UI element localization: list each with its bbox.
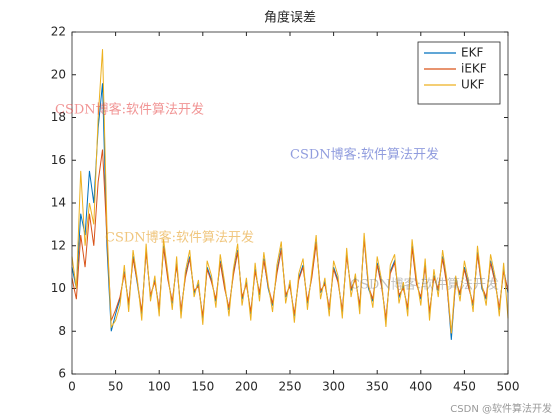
y-tick-label: 8 xyxy=(58,324,66,338)
x-tick-label: 400 xyxy=(409,380,432,394)
watermark: CSDN博客:软件算法开发 xyxy=(105,230,254,246)
y-tick-label: 14 xyxy=(51,196,66,210)
y-tick-label: 10 xyxy=(51,281,66,295)
legend-box xyxy=(417,41,501,105)
watermark: CSDN博客:软件算法开发 xyxy=(55,102,204,118)
x-tick-label: 100 xyxy=(148,380,171,394)
x-tick-label: 250 xyxy=(279,380,302,394)
watermark: CSDN博客:软件算法开发 xyxy=(350,277,499,293)
line-series xyxy=(71,49,509,334)
y-tick-label: 6 xyxy=(58,367,66,381)
x-tick-label: 450 xyxy=(453,380,476,394)
y-tick-label: 12 xyxy=(51,238,66,252)
x-tick-label: 0 xyxy=(68,380,76,394)
chart-title: 角度误差 xyxy=(264,10,316,26)
legend-label: EKF xyxy=(461,46,483,60)
y-tick-label: 22 xyxy=(51,25,66,39)
y-tick-label: 18 xyxy=(51,110,66,124)
legend-label: iEKF xyxy=(461,62,487,76)
x-tick-label: 200 xyxy=(235,380,258,394)
axes-box xyxy=(71,31,509,375)
credit: CSDN @软件算法开发 xyxy=(450,402,552,415)
x-tick-label: 50 xyxy=(108,380,123,394)
x-tick-label: 500 xyxy=(497,380,520,394)
watermark: CSDN博客:软件算法开发 xyxy=(290,147,439,163)
x-tick-label: 300 xyxy=(322,380,345,394)
y-tick-label: 20 xyxy=(51,67,66,81)
legend-label: UKF xyxy=(461,78,485,92)
x-tick-label: 150 xyxy=(191,380,214,394)
y-tick-label: 16 xyxy=(51,153,66,167)
x-tick-label: 350 xyxy=(366,380,389,394)
